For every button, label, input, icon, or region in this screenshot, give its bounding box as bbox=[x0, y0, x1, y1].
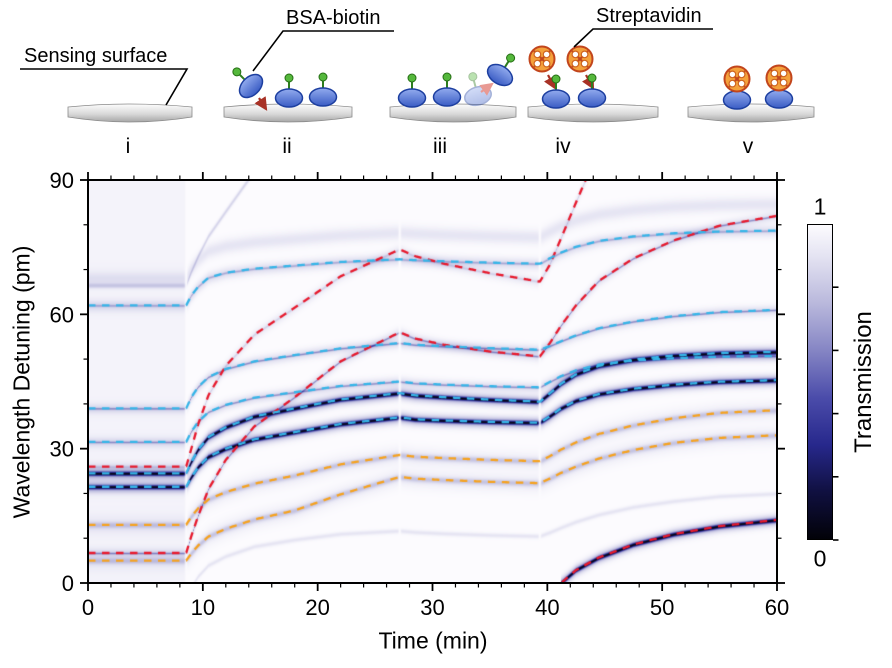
colorbar-max-label: 1 bbox=[813, 193, 827, 220]
surface-iii bbox=[389, 103, 517, 123]
panel-ii-bsa-biotin-molecules bbox=[223, 58, 338, 111]
surface-v bbox=[687, 103, 815, 123]
panel-iv-streptavidin-binding bbox=[528, 45, 607, 109]
tick-label: 10 bbox=[191, 595, 215, 620]
surface-i bbox=[67, 103, 193, 123]
tick-label: 30 bbox=[420, 595, 444, 620]
y-axis-title: Wavelength Detuning (pm) bbox=[8, 245, 35, 519]
panel-v-bound-complexes bbox=[722, 64, 794, 110]
stage-label-ii: ii bbox=[282, 135, 291, 158]
streptavidin-label: Streptavidin bbox=[596, 5, 702, 27]
surface-iv bbox=[527, 103, 659, 123]
tick-label: 30 bbox=[50, 437, 74, 462]
sensing-surface-shapes bbox=[67, 103, 815, 123]
binding-arrow-icon bbox=[543, 74, 557, 90]
tick-label: 60 bbox=[765, 595, 789, 620]
tick-label: 40 bbox=[535, 595, 559, 620]
stage-label-iv: iv bbox=[555, 135, 571, 158]
bsa-biotin-label: BSA-biotin bbox=[286, 7, 381, 29]
transmission-heatmap bbox=[88, 180, 777, 583]
stage-label-iii: iii bbox=[433, 135, 447, 158]
sensing-surface-label: Sensing surface bbox=[24, 45, 167, 67]
colorbar-title: Transmission bbox=[850, 311, 877, 453]
tick-label: 0 bbox=[82, 595, 94, 620]
stage-label-i: i bbox=[126, 135, 131, 158]
panel-iii-molecules bbox=[397, 46, 526, 110]
tick-label: 60 bbox=[50, 302, 74, 327]
tick-label: 50 bbox=[650, 595, 674, 620]
stage-label-v: v bbox=[743, 135, 754, 158]
colorbar-min-label: 0 bbox=[813, 545, 827, 572]
binding-arrow-icon bbox=[254, 96, 268, 111]
binding-schematic: Sensing surface BSA-biotin Streptavidin … bbox=[20, 5, 815, 158]
tick-label: 20 bbox=[305, 595, 329, 620]
tick-label: 0 bbox=[62, 571, 74, 596]
leader-lines bbox=[20, 28, 713, 106]
desorb-arrow-icon bbox=[479, 82, 494, 96]
colorbar bbox=[807, 224, 833, 540]
x-axis-title: Time (min) bbox=[378, 627, 488, 654]
